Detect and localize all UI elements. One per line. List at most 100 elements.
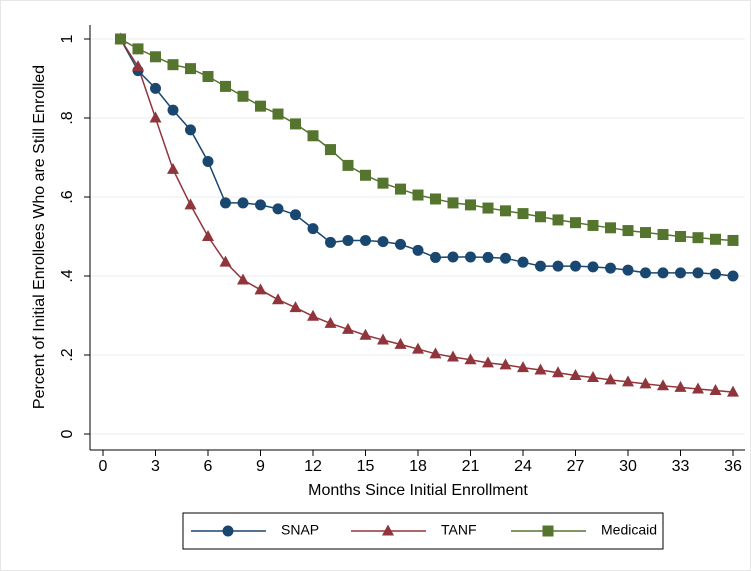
marker [622, 264, 634, 276]
marker [535, 211, 546, 223]
marker [167, 162, 179, 174]
marker [552, 260, 564, 272]
marker [290, 209, 301, 221]
marker [342, 234, 354, 246]
marker [727, 385, 739, 397]
marker [605, 262, 616, 274]
marker [272, 108, 284, 120]
marker [692, 232, 704, 244]
marker [570, 260, 581, 272]
marker [447, 251, 459, 263]
marker [500, 205, 511, 217]
x-tick-label: 36 [724, 458, 742, 475]
marker [115, 33, 126, 45]
marker [202, 71, 214, 83]
marker [639, 377, 652, 389]
marker [132, 60, 144, 72]
marker [412, 244, 424, 256]
marker [465, 199, 476, 211]
marker [150, 82, 161, 94]
marker [377, 333, 389, 345]
marker [237, 273, 249, 285]
marker [219, 255, 232, 267]
y-tick-label: 1 [59, 34, 76, 43]
legend-label: TANF [441, 522, 477, 538]
x-axis-label: Months Since Initial Enrollment [308, 482, 528, 499]
marker [202, 230, 214, 241]
x-tick-label: 0 [99, 458, 108, 475]
marker [377, 177, 389, 189]
marker [412, 342, 424, 354]
marker [185, 63, 196, 75]
marker [500, 252, 511, 264]
marker [482, 251, 494, 263]
marker [360, 234, 371, 246]
marker [395, 183, 406, 195]
marker [517, 361, 529, 373]
marker [360, 169, 371, 181]
marker [657, 379, 669, 391]
marker [325, 236, 336, 248]
marker [342, 322, 354, 334]
marker [710, 268, 721, 280]
marker [382, 524, 394, 536]
marker [465, 251, 476, 263]
marker [307, 223, 319, 235]
marker [570, 217, 581, 229]
x-tick-label: 3 [151, 458, 160, 475]
marker [184, 198, 197, 210]
x-tick-label: 27 [567, 458, 585, 475]
marker [710, 233, 721, 245]
marker [657, 229, 669, 241]
marker [150, 51, 161, 63]
marker [499, 358, 512, 370]
marker [482, 202, 494, 214]
marker [640, 267, 651, 279]
marker [307, 309, 319, 321]
marker [552, 366, 564, 378]
marker [692, 267, 704, 279]
marker [674, 380, 687, 392]
marker [622, 375, 634, 387]
marker [447, 350, 459, 362]
marker [587, 261, 599, 273]
marker [542, 525, 554, 537]
marker [222, 525, 234, 537]
marker [587, 371, 599, 383]
x-tick-label: 9 [256, 458, 265, 475]
marker [290, 118, 301, 130]
marker [605, 222, 616, 234]
y-tick-label: .4 [59, 269, 76, 282]
marker [534, 363, 547, 375]
marker [325, 144, 336, 156]
marker [149, 111, 162, 123]
marker [657, 267, 669, 279]
legend-label: Medicaid [601, 522, 657, 538]
marker [604, 373, 617, 385]
marker [709, 384, 722, 396]
marker [167, 104, 179, 116]
marker [517, 208, 529, 220]
marker [552, 214, 564, 226]
marker [430, 193, 441, 205]
marker [255, 199, 266, 211]
marker [640, 227, 651, 239]
marker [220, 80, 231, 92]
marker [394, 337, 407, 349]
x-tick-label: 18 [409, 458, 427, 475]
marker [482, 356, 494, 368]
marker [359, 328, 372, 340]
x-tick-label: 21 [462, 458, 480, 475]
marker [255, 100, 266, 112]
x-tick-label: 24 [514, 458, 532, 475]
marker [675, 231, 686, 242]
x-tick-label: 30 [619, 458, 637, 475]
x-tick-label: 6 [204, 458, 213, 475]
marker [342, 159, 354, 171]
marker [272, 203, 284, 215]
marker [289, 301, 302, 313]
marker [675, 267, 686, 279]
marker [622, 225, 634, 237]
marker [447, 197, 459, 209]
